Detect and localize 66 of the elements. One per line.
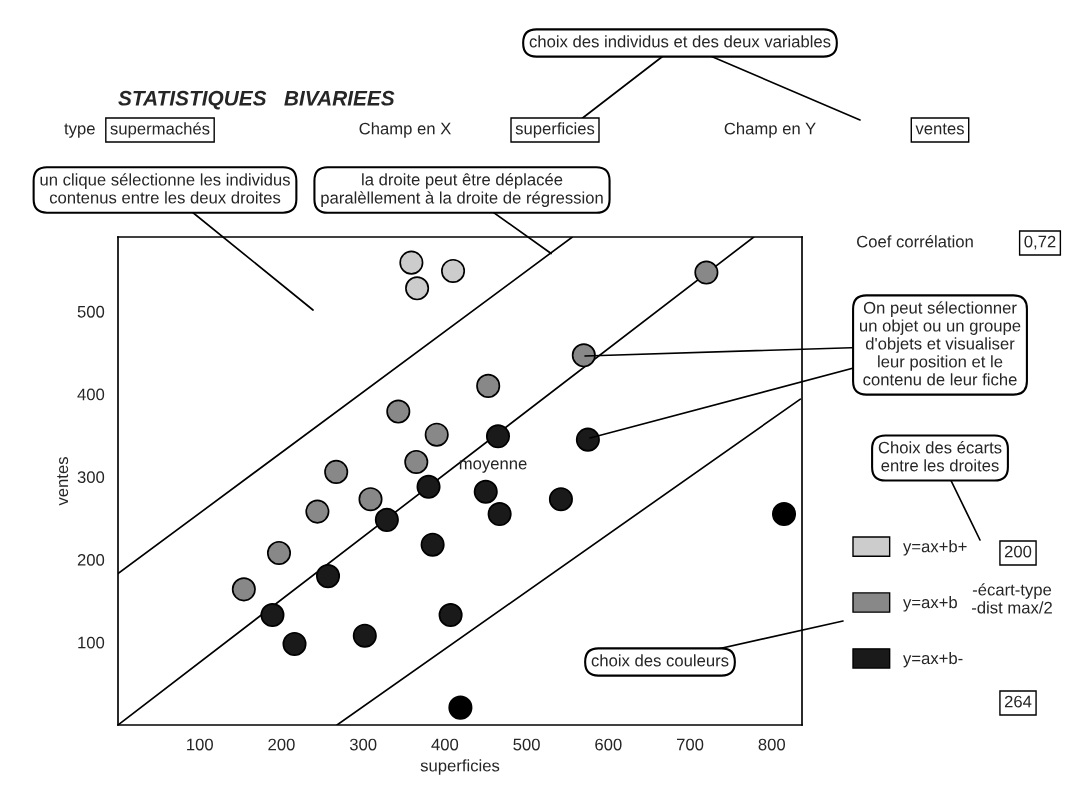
point	[571, 343, 596, 368]
annotation: la droite peut être déplacée paralèllement à la droite de régression	[321, 173, 603, 207]
point	[473, 479, 498, 504]
x-tick-label: 300	[349, 738, 377, 751]
point	[404, 449, 429, 475]
point	[260, 602, 285, 628]
y-tick-label: 200	[77, 553, 105, 566]
text: Champ en X	[359, 122, 451, 138]
y-tick-label: 500	[77, 305, 105, 318]
text: -écart-type -dist max/2	[971, 583, 1052, 614]
text: Coef corrélation	[857, 235, 973, 248]
point	[231, 577, 256, 602]
point	[399, 250, 424, 275]
point	[352, 623, 377, 648]
y-tick-label: 400	[77, 388, 105, 401]
point	[282, 631, 307, 656]
point	[575, 427, 600, 452]
text: un clique sélectionne les individus contenus entre les deux droites	[40, 173, 290, 204]
point	[266, 540, 292, 565]
legend-label: y=ax+b-	[903, 651, 963, 668]
point	[485, 424, 511, 449]
text: superficies	[515, 122, 595, 138]
text: Champ en Y	[724, 122, 816, 138]
annotation: choix des couleurs	[591, 654, 729, 667]
point	[374, 507, 399, 532]
point	[386, 399, 411, 424]
point	[448, 695, 473, 720]
point	[416, 474, 441, 499]
point	[694, 260, 719, 285]
y-tick-label: 100	[78, 636, 105, 649]
x-tick-label: 100	[187, 738, 213, 751]
point	[548, 487, 573, 512]
point	[771, 502, 797, 527]
point	[420, 532, 445, 557]
point	[487, 502, 512, 527]
text: 264	[1004, 695, 1032, 708]
point	[424, 422, 449, 447]
y-tick-label: 300	[77, 471, 105, 484]
point	[324, 459, 349, 484]
point	[405, 276, 430, 301]
x-tick-label: 200	[268, 738, 295, 751]
text: 200	[1004, 545, 1032, 558]
text: ventes	[915, 123, 964, 135]
legend-label: y=ax+b+	[903, 540, 967, 556]
x-tick-label: 800	[758, 738, 786, 751]
x-axis-title: superficies	[420, 759, 500, 775]
point	[315, 564, 341, 589]
text: supermachés	[110, 122, 210, 138]
legend-label: y=ax+b	[903, 596, 957, 612]
chart-title: STATISTIQUES BIVARIEES	[118, 90, 395, 110]
text: Choix des écarts entre les droites	[878, 441, 1002, 472]
point	[305, 499, 330, 524]
text: type	[64, 123, 95, 138]
x-tick-label: 600	[595, 738, 622, 751]
x-tick-label: 500	[513, 738, 540, 751]
x-tick-label: 700	[676, 738, 704, 751]
text: 0,72	[1024, 235, 1056, 250]
point	[441, 258, 466, 283]
text: choix des individus et des deux variables	[529, 35, 831, 48]
annotation: moyenne	[459, 460, 527, 473]
point	[438, 602, 463, 628]
x-tick-label: 400	[431, 738, 459, 751]
text: On peut sélectionner un objet ou un groupe d'objets et visualiser leur position et le contenu de leur fiche	[860, 301, 1021, 386]
point	[358, 487, 383, 512]
y-axis-title: ventes	[57, 457, 69, 506]
point	[476, 373, 501, 398]
